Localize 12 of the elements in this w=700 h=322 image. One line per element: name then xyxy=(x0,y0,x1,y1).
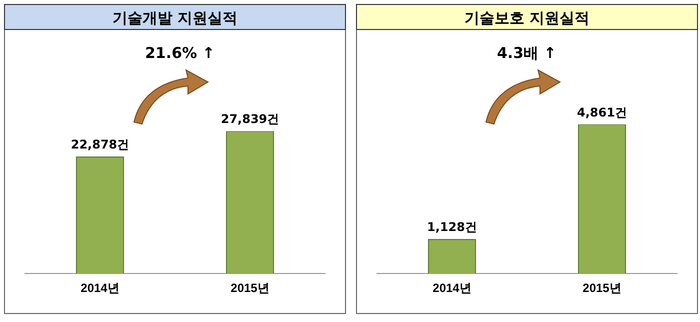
x-tick-label: 2014년 xyxy=(432,281,472,296)
x-tick-label: 2014년 xyxy=(80,281,120,296)
data-label: 22,878건 xyxy=(70,138,130,152)
x-tick-label: 2015년 xyxy=(230,281,270,296)
x-tick-label: 2015년 xyxy=(582,281,622,296)
data-label: 1,128건 xyxy=(427,220,477,234)
chart-title: 기술개발 지원실적 xyxy=(4,4,346,30)
data-label: 27,839건 xyxy=(220,112,280,126)
text: 21.6% ↑ xyxy=(145,44,215,62)
chart-title: 기술보호 지원실적 xyxy=(356,4,698,30)
text: 4.3배 ↑ xyxy=(497,44,556,63)
data-label: 4,861건 xyxy=(577,105,627,120)
